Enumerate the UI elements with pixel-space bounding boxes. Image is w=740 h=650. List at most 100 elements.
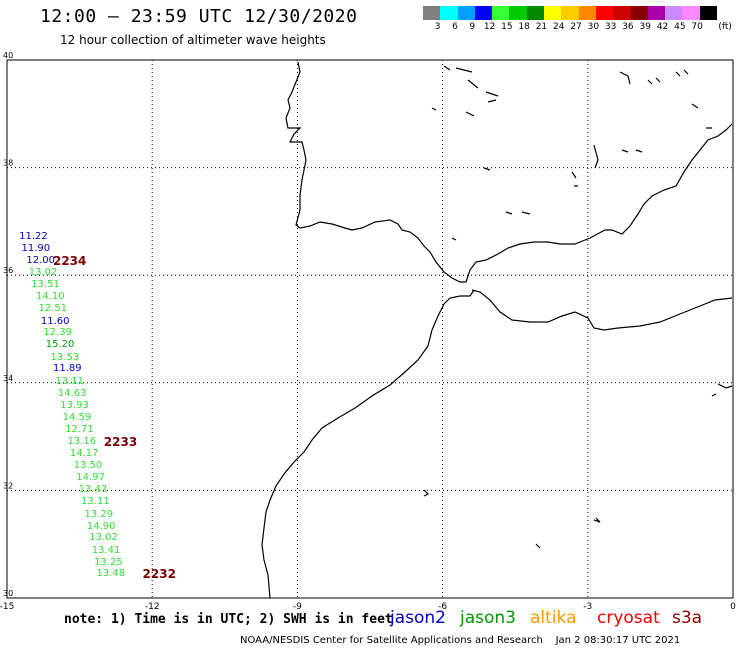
wave-height-value: 13.29 <box>84 508 114 520</box>
wave-height-value: 14.90 <box>86 520 116 532</box>
legend-label: 36 <box>622 22 634 32</box>
legend-label: 12 <box>483 22 496 32</box>
wave-height-value: 13.51 <box>31 278 60 290</box>
wave-height-value: 11.60 <box>40 315 70 327</box>
lon-tick-label: -3 <box>583 602 592 612</box>
wave-height-value: 11.89 <box>52 363 82 375</box>
wave-height-value: 14.97 <box>76 472 105 484</box>
legend-label: 15 <box>501 22 513 32</box>
wave-height-value: 13.25 <box>94 556 123 568</box>
wave-height-value: 13.93 <box>60 400 89 411</box>
lat-tick-label: 36 <box>3 266 13 275</box>
legend-swatch <box>665 6 683 20</box>
north-africa-coast <box>471 289 733 331</box>
satellite-jason2: jason2 <box>390 608 446 628</box>
legend-label: 30 <box>587 22 600 32</box>
wave-height-value: 12.71 <box>65 424 94 436</box>
morocco-coast <box>261 289 475 599</box>
legend-swatch <box>613 6 631 20</box>
legend-label: 39 <box>639 22 651 32</box>
wave-height-value: 13.50 <box>73 460 103 472</box>
legend-swatch <box>578 6 596 20</box>
map-title: 12:00 – 23:59 UTC 12/30/2020 <box>40 6 358 27</box>
legend-label: 33 <box>604 22 617 32</box>
graticule <box>7 60 733 598</box>
legend-label: 24 <box>553 22 565 32</box>
legend-label: 42 <box>656 22 669 32</box>
portugal-coast <box>285 61 733 283</box>
map-subtitle: 12 hour collection of altimeter wave hei… <box>60 33 326 47</box>
wave-height-value: 13.11 <box>55 375 85 387</box>
legend-swatch <box>561 6 579 20</box>
balearic-islands <box>593 103 712 169</box>
pass-time-label: 2232 <box>142 567 176 582</box>
lon-tick-label: -15 <box>0 602 14 612</box>
generated-timestamp: Jan 2 08:30:17 UTC 2021 <box>555 635 681 646</box>
satellite-altika: altika <box>530 608 577 628</box>
wave-height-value: 13.16 <box>67 436 97 448</box>
pass-time-label: 2233 <box>103 435 138 450</box>
map-frame <box>6 59 734 599</box>
credit-text: NOAA/NESDIS Center for Satellite Applica… <box>240 635 543 646</box>
satellite-s3a: s3a <box>672 608 703 628</box>
legend-swatch <box>440 6 458 20</box>
wave-height-value: 11.90 <box>21 242 51 254</box>
wave-height-value: 13.41 <box>91 544 121 556</box>
wave-height-value: 13.53 <box>50 351 80 363</box>
lon-tick-label: -12 <box>145 602 160 612</box>
legend-swatch <box>699 6 718 20</box>
coastline <box>261 61 733 599</box>
legend-swatch <box>423 6 441 20</box>
wave-height-value: 11.22 <box>19 230 48 242</box>
wave-height-value: 14.17 <box>69 447 99 459</box>
legend-swatch <box>544 6 562 20</box>
wave-height-value: 13.11 <box>81 496 110 508</box>
legend-swatch <box>492 6 510 20</box>
lat-tick-label: 38 <box>3 159 13 168</box>
lat-tick-label: 32 <box>3 481 13 490</box>
legend-label: 6 <box>452 22 458 32</box>
lon-tick-label: -9 <box>293 602 302 612</box>
legend-swatch <box>595 6 614 20</box>
footer-note: note: 1) Time is in UTC; 2) SWH is in fe… <box>64 612 393 627</box>
legend-swatch <box>474 6 493 20</box>
axis-tick-labels: -15 -12 -9 -6 -3 0 40 38 36 34 32 30 <box>0 51 736 612</box>
legend-label: 18 <box>518 22 530 32</box>
legend-labels: 3 6 9 12 15 18 21 24 27 30 33 36 39 42 45 70 (ft) <box>423 22 740 34</box>
wave-height-value: 13.02 <box>89 532 118 544</box>
satellite-jason3: jason3 <box>460 608 516 628</box>
sardinia-coast <box>619 69 689 85</box>
credit-line: NOAA/NESDIS Center for Satellite Applica… <box>240 635 680 646</box>
east-coast <box>711 383 733 397</box>
wave-height-value: 13.48 <box>96 568 126 580</box>
wave-height-value: 14.63 <box>57 387 87 399</box>
legend-swatch <box>526 6 545 20</box>
legend-label: 21 <box>535 22 548 32</box>
lon-tick-label: 0 <box>730 602 736 612</box>
wave-height-value: 15.20 <box>45 339 75 351</box>
legend-label: 45 <box>674 22 686 32</box>
wave-height-value: 13.43 <box>78 484 108 496</box>
wave-height-color-legend <box>423 6 718 20</box>
small-islands <box>431 65 578 241</box>
lat-tick-label: 30 <box>3 589 13 598</box>
lat-tick-label: 34 <box>3 374 13 383</box>
legend-label: 70 <box>691 22 703 32</box>
satellite-cryosat: cryosat <box>597 608 660 628</box>
wave-height-value: 12.51 <box>38 303 68 315</box>
wave-height-value: 13.02 <box>28 267 58 279</box>
legend-unit: (ft) <box>718 22 732 32</box>
north-africa-islands <box>423 489 601 549</box>
wave-height-value: 12.39 <box>43 327 72 339</box>
legend-swatch <box>647 6 666 20</box>
legend-swatch <box>682 6 700 20</box>
wave-height-value: 14.59 <box>62 411 92 423</box>
lon-tick-label: -6 <box>438 602 447 612</box>
wave-height-value: 12.00 <box>26 254 55 266</box>
pass-time-label: 2234 <box>52 253 87 268</box>
legend-swatch <box>630 6 648 20</box>
legend-swatch <box>457 6 475 20</box>
legend-swatch <box>509 6 527 20</box>
lat-tick-label: 40 <box>3 51 13 60</box>
